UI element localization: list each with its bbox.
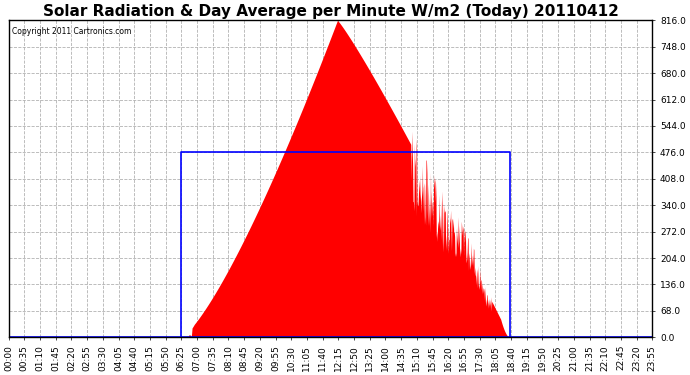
Text: Copyright 2011 Cartronics.com: Copyright 2011 Cartronics.com bbox=[12, 27, 131, 36]
Title: Solar Radiation & Day Average per Minute W/m2 (Today) 20110412: Solar Radiation & Day Average per Minute… bbox=[43, 4, 618, 19]
